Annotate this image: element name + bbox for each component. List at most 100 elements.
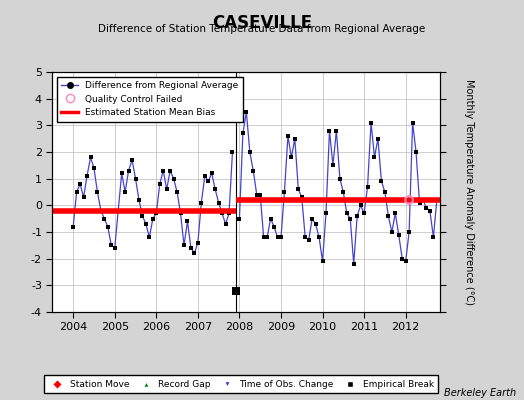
Point <box>291 136 299 142</box>
Point <box>433 197 441 203</box>
Point <box>429 234 438 240</box>
Point <box>93 189 102 195</box>
Point <box>315 234 323 240</box>
Point <box>353 213 362 219</box>
Point <box>346 216 354 222</box>
Point <box>135 197 143 203</box>
Point <box>128 157 136 163</box>
Point <box>339 189 347 195</box>
Point <box>280 189 289 195</box>
Point <box>374 136 382 142</box>
Point <box>201 173 209 179</box>
Point <box>408 120 417 126</box>
Point <box>111 245 119 251</box>
Point <box>235 216 244 222</box>
Point <box>183 218 192 224</box>
Point <box>208 170 216 176</box>
Point <box>152 210 160 216</box>
Point <box>270 224 278 230</box>
Point <box>398 256 407 262</box>
Point <box>384 213 392 219</box>
Point <box>256 192 265 198</box>
Point <box>401 258 410 264</box>
Point <box>377 178 386 184</box>
Point <box>405 197 413 203</box>
Point <box>367 120 375 126</box>
Text: Berkeley Earth: Berkeley Earth <box>444 388 516 398</box>
Point <box>76 181 84 187</box>
Point <box>343 210 351 216</box>
Point <box>187 245 195 251</box>
Point <box>388 229 396 235</box>
Point <box>422 205 431 211</box>
Point <box>190 250 199 256</box>
Point <box>204 178 212 184</box>
Point <box>211 186 220 192</box>
Point <box>283 133 292 139</box>
Point <box>222 221 230 227</box>
Point <box>97 208 105 214</box>
Point <box>287 154 296 160</box>
Point <box>329 162 337 168</box>
Point <box>419 197 427 203</box>
Point <box>141 221 150 227</box>
Point <box>132 176 140 182</box>
Point <box>360 210 368 216</box>
Point <box>162 186 171 192</box>
Point <box>145 234 154 240</box>
Point <box>350 261 358 267</box>
Point <box>72 189 81 195</box>
Y-axis label: Monthly Temperature Anomaly Difference (°C): Monthly Temperature Anomaly Difference (… <box>464 79 474 305</box>
Point <box>138 213 147 219</box>
Point <box>169 176 178 182</box>
Point <box>246 149 254 155</box>
Point <box>242 109 250 115</box>
Point <box>325 128 334 134</box>
Point <box>173 189 181 195</box>
Point <box>159 168 168 174</box>
Point <box>225 210 233 216</box>
Point <box>332 128 341 134</box>
Point <box>277 234 285 240</box>
Point <box>114 208 123 214</box>
Point <box>177 210 185 216</box>
Point <box>363 184 372 190</box>
Point <box>69 224 78 230</box>
Point <box>405 229 413 235</box>
Point <box>266 216 275 222</box>
Point <box>197 200 205 206</box>
Point <box>249 168 257 174</box>
Point <box>425 208 434 214</box>
Point <box>301 234 309 240</box>
Point <box>107 242 115 248</box>
Point <box>412 149 420 155</box>
Point <box>124 168 133 174</box>
Point <box>238 130 247 136</box>
Point <box>311 221 320 227</box>
Point <box>298 194 306 200</box>
Point <box>322 210 330 216</box>
Legend: Difference from Regional Average, Quality Control Failed, Estimated Station Mean: Difference from Regional Average, Qualit… <box>57 76 243 122</box>
Point <box>294 186 302 192</box>
Point <box>232 288 241 294</box>
Point <box>370 154 379 160</box>
Text: CASEVILLE: CASEVILLE <box>212 14 312 32</box>
Point <box>391 210 399 216</box>
Point <box>416 200 424 206</box>
Point <box>228 149 237 155</box>
Point <box>319 258 327 264</box>
Point <box>274 234 282 240</box>
Point <box>79 194 88 200</box>
Point <box>83 173 91 179</box>
Point <box>304 237 313 243</box>
Point <box>259 234 268 240</box>
Point <box>121 189 129 195</box>
Legend: Station Move, Record Gap, Time of Obs. Change, Empirical Break: Station Move, Record Gap, Time of Obs. C… <box>43 376 439 394</box>
Point <box>100 216 108 222</box>
Point <box>180 242 188 248</box>
Point <box>86 154 95 160</box>
Point <box>149 216 157 222</box>
Point <box>308 216 316 222</box>
Point <box>218 210 226 216</box>
Point <box>156 181 164 187</box>
